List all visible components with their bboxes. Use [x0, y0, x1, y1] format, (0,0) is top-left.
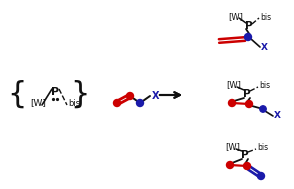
Circle shape [226, 161, 233, 169]
Text: X: X [261, 43, 268, 51]
Text: bis: bis [259, 81, 270, 90]
Circle shape [260, 106, 266, 112]
Text: P: P [241, 150, 249, 160]
Text: bis: bis [257, 143, 268, 152]
Text: P: P [51, 87, 59, 97]
Text: bis: bis [260, 12, 271, 22]
Text: $\{$: $\{$ [7, 78, 24, 110]
Circle shape [245, 101, 253, 108]
Text: [W]: [W] [226, 81, 241, 90]
Circle shape [126, 92, 133, 99]
Text: [W]: [W] [30, 98, 46, 108]
Text: P: P [245, 21, 253, 31]
Text: $\}$: $\}$ [71, 78, 88, 110]
Text: [W]: [W] [225, 143, 240, 152]
Circle shape [136, 99, 143, 106]
Circle shape [258, 173, 265, 180]
Text: P: P [243, 89, 251, 99]
Circle shape [113, 99, 121, 106]
Text: bis: bis [68, 98, 80, 108]
Text: X: X [274, 112, 281, 121]
Circle shape [243, 163, 250, 170]
Circle shape [245, 33, 251, 40]
Circle shape [228, 99, 235, 106]
Text: [W]: [W] [228, 12, 243, 22]
Text: X: X [152, 91, 160, 101]
